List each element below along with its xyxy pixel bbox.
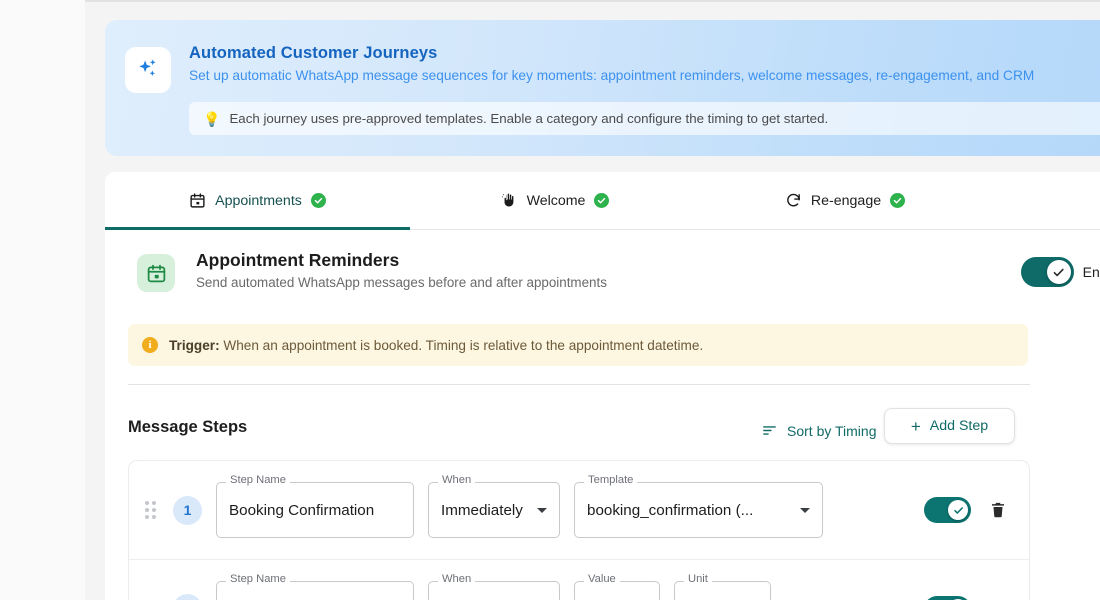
- section-header: Appointment Reminders Send automated Wha…: [128, 247, 1100, 305]
- template-select[interactable]: Template booking_confirmation (...: [574, 474, 823, 538]
- drag-handle-icon[interactable]: [145, 501, 159, 519]
- automated-journeys-banner: Automated Customer Journeys Set up autom…: [105, 20, 1100, 156]
- field-label: Step Name: [226, 573, 290, 585]
- banner-title: Automated Customer Journeys: [189, 44, 438, 62]
- enable-toggle-label: Enabled: [1082, 264, 1100, 280]
- enable-toggle-group[interactable]: Enabled: [1020, 257, 1100, 287]
- message-steps-title: Message Steps: [128, 418, 248, 436]
- sort-by-timing-label: Sort by Timing: [787, 422, 877, 439]
- row-actions: [924, 497, 1013, 523]
- step-name-field[interactable]: Step Name: [216, 573, 414, 600]
- sort-icon: [763, 426, 776, 435]
- step-enable-toggle[interactable]: [924, 595, 971, 600]
- table-row: 2 Step Name When Value: [129, 559, 1029, 600]
- toggle-knob: [1046, 260, 1071, 284]
- check-circle-icon: [594, 193, 610, 208]
- trigger-banner: i Trigger: When an appointment is booked…: [128, 324, 1028, 366]
- template-value: booking_confirmation (...: [587, 501, 754, 519]
- trigger-label: Trigger:: [169, 337, 220, 353]
- chevron-down-icon: [800, 507, 810, 513]
- lightbulb-icon: 💡: [203, 110, 221, 127]
- row-actions: [924, 595, 1013, 600]
- field-label: When: [438, 474, 476, 487]
- plus-icon: +: [910, 416, 921, 436]
- add-step-label: Add Step: [929, 418, 989, 434]
- trash-icon[interactable]: [989, 500, 1007, 520]
- field-label: Step Name: [226, 474, 290, 487]
- sparkles-icon: [125, 47, 171, 93]
- tab-re-engage[interactable]: Re-engage: [700, 172, 990, 230]
- field-label: When: [438, 573, 476, 585]
- banner-note-text: Each journey uses pre-approved templates…: [229, 111, 829, 126]
- page-title: Appointment Reminders: [196, 250, 400, 270]
- section-subtitle: Send automated WhatsApp messages before …: [196, 275, 607, 290]
- sort-by-timing-button[interactable]: Sort by Timing: [753, 416, 884, 445]
- step-number-badge: 2: [173, 594, 202, 600]
- step-number-badge: 1: [173, 495, 202, 525]
- refresh-icon: [787, 193, 800, 207]
- journey-tabs: Appointments Welcome: [105, 172, 1100, 230]
- add-step-button[interactable]: + Add Step: [884, 408, 1015, 444]
- value-field[interactable]: Value: [574, 573, 660, 600]
- step-card: 1 Step Name Booking Confirmation When Im…: [128, 460, 1030, 600]
- check-circle-icon: [890, 193, 906, 208]
- step-name-value: Booking Confirmation: [229, 501, 375, 519]
- chevron-down-icon: [537, 507, 547, 513]
- when-value: Immediately: [441, 501, 523, 519]
- when-select[interactable]: When: [428, 573, 560, 600]
- tab-label: Appointments: [215, 192, 302, 209]
- tab-appointments[interactable]: Appointments: [105, 172, 410, 230]
- wave-hand-icon: [501, 193, 513, 207]
- tab-crm[interactable]: CRM: [990, 172, 1100, 230]
- info-icon: i: [142, 337, 158, 353]
- step-name-field[interactable]: Step Name Booking Confirmation: [216, 474, 414, 538]
- tab-welcome[interactable]: Welcome: [410, 172, 700, 230]
- banner-note: 💡 Each journey uses pre-approved templat…: [189, 102, 1100, 135]
- page-column: Automated Customer Journeys Set up autom…: [85, 0, 1100, 600]
- enable-toggle[interactable]: [1020, 257, 1074, 287]
- toggle-knob: [948, 598, 968, 600]
- tab-label: Welcome: [526, 192, 586, 209]
- field-label: Unit: [684, 573, 712, 585]
- field-label: Value: [584, 573, 620, 585]
- left-gutter: [0, 0, 85, 600]
- toggle-knob: [948, 500, 968, 520]
- unit-select[interactable]: Unit: [674, 573, 771, 600]
- table-row: 1 Step Name Booking Confirmation When Im…: [129, 461, 1029, 559]
- section-divider: [128, 384, 1030, 385]
- calendar-icon: [137, 254, 175, 292]
- message-steps-list: 1 Step Name Booking Confirmation When Im…: [128, 460, 1030, 600]
- journeys-card: Appointments Welcome: [105, 172, 1100, 600]
- banner-subtitle: Set up automatic WhatsApp message sequen…: [189, 68, 1035, 83]
- trigger-description: When an appointment is booked. Timing is…: [223, 337, 704, 353]
- field-label: Template: [584, 474, 638, 487]
- trigger-text: Trigger: When an appointment is booked. …: [169, 338, 703, 353]
- step-enable-toggle[interactable]: [924, 497, 971, 523]
- check-circle-icon: [310, 193, 326, 208]
- tab-label: Re-engage: [810, 192, 882, 209]
- when-select[interactable]: When Immediately: [428, 474, 560, 538]
- calendar-icon: [190, 193, 205, 208]
